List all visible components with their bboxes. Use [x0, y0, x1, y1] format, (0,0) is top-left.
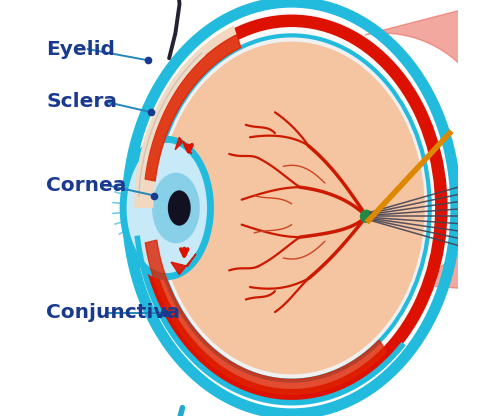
Polygon shape [144, 35, 241, 181]
Polygon shape [171, 254, 196, 275]
Polygon shape [365, 0, 500, 291]
Ellipse shape [123, 139, 210, 277]
Ellipse shape [154, 35, 430, 381]
Circle shape [360, 210, 373, 223]
Ellipse shape [168, 190, 190, 225]
Text: Conjunctiva: Conjunctiva [46, 303, 180, 322]
Text: Cornea: Cornea [46, 176, 126, 195]
Ellipse shape [158, 42, 424, 374]
Text: Sclera: Sclera [46, 92, 117, 111]
Polygon shape [175, 137, 192, 154]
Polygon shape [146, 240, 386, 394]
Ellipse shape [136, 12, 448, 404]
Ellipse shape [152, 173, 200, 243]
Text: Eyelid: Eyelid [46, 40, 115, 59]
Polygon shape [134, 25, 241, 208]
